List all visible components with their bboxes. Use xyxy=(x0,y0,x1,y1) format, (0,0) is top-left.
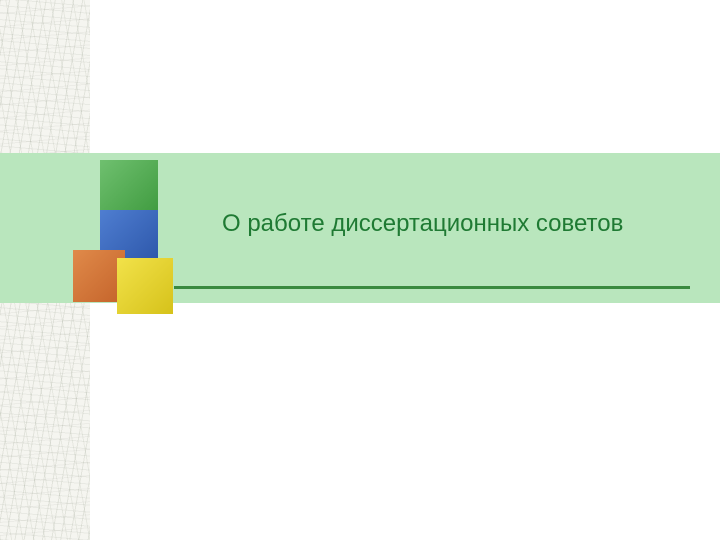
presentation-slide: О работе диссертационных советов xyxy=(0,0,720,540)
slide-title: О работе диссертационных советов xyxy=(222,210,623,238)
yellow-square xyxy=(117,258,173,314)
title-underline xyxy=(174,286,690,289)
